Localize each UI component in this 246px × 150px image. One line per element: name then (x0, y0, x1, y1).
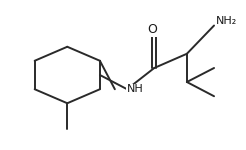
Text: NH: NH (127, 84, 144, 94)
Text: O: O (147, 23, 157, 36)
Text: NH₂: NH₂ (215, 16, 237, 27)
